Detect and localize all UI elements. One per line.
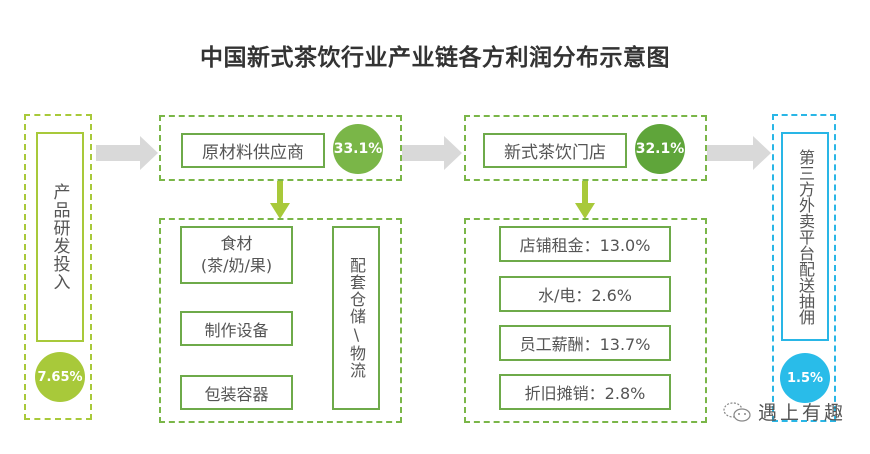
- store-cost-salary: 员工薪酬：13.7%: [499, 325, 671, 361]
- arrow-right-icon: [707, 136, 771, 170]
- watermark: 遇上有趣: [722, 398, 846, 425]
- wechat-icon: [723, 401, 751, 422]
- store-box: 新式茶饮门店: [483, 133, 627, 168]
- supplier-item-packaging: 包装容器: [180, 375, 293, 410]
- supplier-percent-badge: 33.1%: [333, 124, 383, 174]
- rd-box: 产品研发投入: [36, 132, 84, 342]
- rd-label: 产品研发投入: [49, 183, 70, 291]
- arrow-down-icon: [575, 181, 595, 219]
- page-title: 中国新式茶饮行业产业链各方利润分布示意图: [200, 45, 670, 71]
- store-group: [464, 115, 707, 181]
- platform-percent-badge: 1.5%: [780, 353, 830, 403]
- platform-label: 第三方外卖平台配送抽佣: [796, 148, 815, 325]
- watermark-text: 遇上有趣: [758, 402, 847, 424]
- platform-box: 第三方外卖平台配送抽佣: [781, 132, 829, 341]
- supplier-detail-group: [159, 218, 402, 423]
- arrow-right-icon: [96, 136, 158, 170]
- store-percent-badge: 32.1%: [635, 124, 685, 174]
- store-cost-depreciation: 折旧摊销：2.8%: [499, 374, 671, 410]
- arrow-right-icon: [402, 136, 462, 170]
- supplier-box: 原材料供应商: [181, 133, 325, 168]
- supplier-group: [159, 115, 402, 181]
- supplier-item-equipment: 制作设备: [180, 311, 293, 346]
- arrow-down-icon: [270, 181, 290, 219]
- supplier-label: 原材料供应商: [202, 143, 304, 163]
- supplier-item-logistics: 配套仓储\物流: [332, 226, 380, 410]
- platform-group: [772, 114, 836, 422]
- store-cost-rent: 店铺租金：13.0%: [499, 226, 671, 262]
- rd-percent-badge: 7.65%: [35, 352, 85, 402]
- store-label: 新式茶饮门店: [504, 143, 606, 163]
- store-cost-utilities: 水/电：2.6%: [499, 276, 671, 312]
- supplier-item-ingredients: 食材 (茶/奶/果): [180, 226, 293, 284]
- rd-group: [24, 114, 92, 420]
- store-cost-group: [464, 218, 707, 423]
